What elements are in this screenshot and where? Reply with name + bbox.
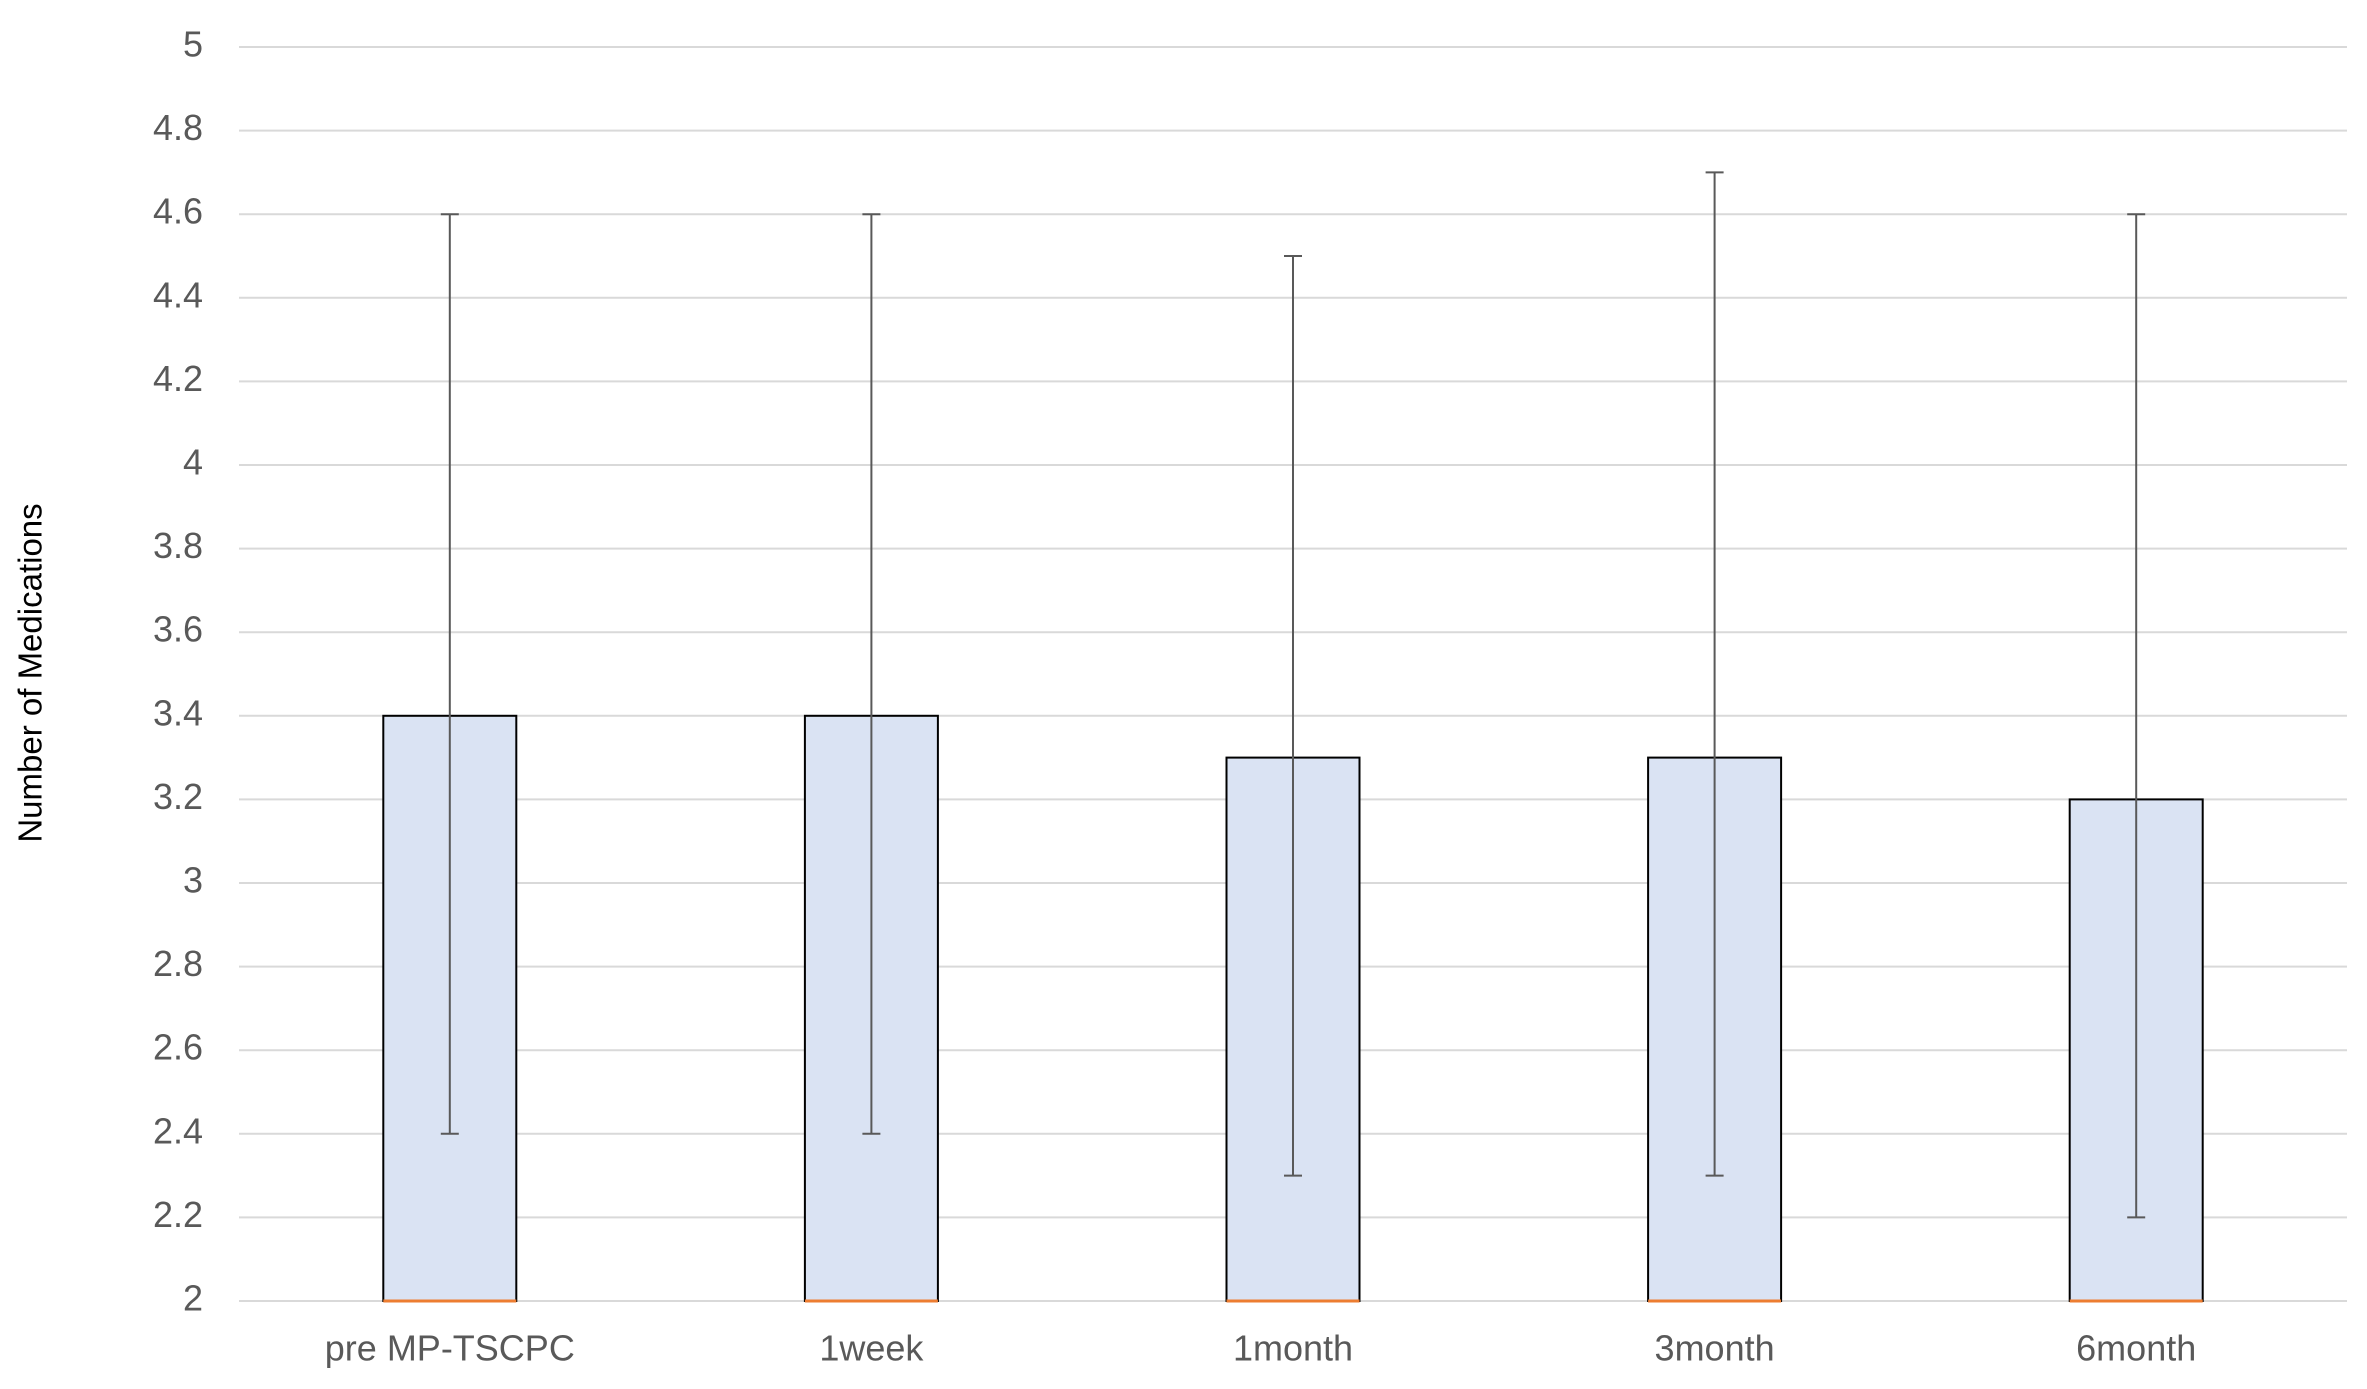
y-tick-label: 2.2 [153,1194,203,1235]
x-tick-label: 1month [1233,1328,1353,1369]
y-tick-label: 2.6 [153,1027,203,1068]
y-tick-label: 4.2 [153,358,203,399]
y-tick-label: 3.2 [153,776,203,817]
x-tick-label: 6month [2076,1328,2196,1369]
y-tick-label: 2.8 [153,943,203,984]
y-tick-label: 3 [183,860,203,901]
x-tick-label: pre MP-TSCPC [325,1328,575,1369]
x-tick-label: 1week [819,1328,924,1369]
y-tick-label: 3.4 [153,692,203,733]
y-tick-label: 4.8 [153,107,203,148]
y-tick-label: 3.8 [153,525,203,566]
x-tick-label: 3month [1655,1328,1775,1369]
y-tick-label: 5 [183,24,203,65]
y-tick-label: 3.6 [153,609,203,650]
y-axis-title: Number of Medications [12,503,49,842]
y-tick-label: 4.6 [153,191,203,232]
y-tick-label: 4.4 [153,274,203,315]
y-tick-label: 4 [183,442,203,483]
y-tick-label: 2.4 [153,1110,203,1151]
y-tick-label: 2 [183,1278,203,1319]
